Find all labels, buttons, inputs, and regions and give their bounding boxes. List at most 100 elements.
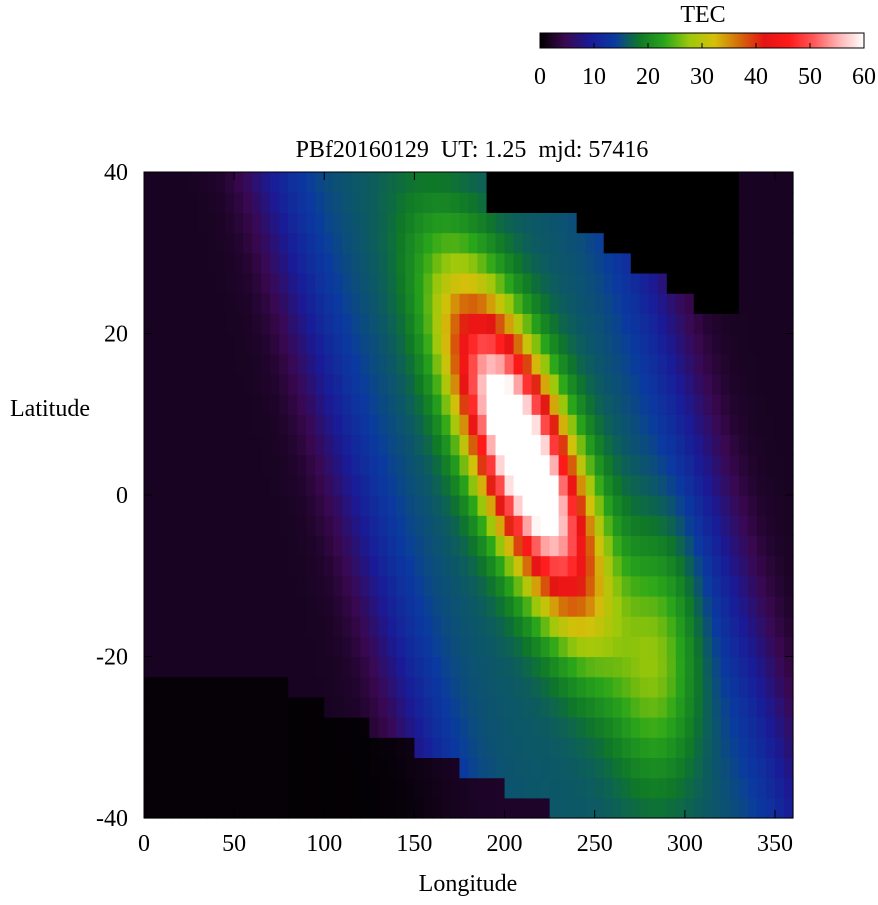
heatmap-cell bbox=[639, 515, 650, 536]
heatmap-cell bbox=[675, 353, 686, 375]
heatmap-cell bbox=[738, 717, 749, 738]
heatmap-cell bbox=[540, 333, 551, 355]
heatmap-cell bbox=[387, 373, 397, 395]
heatmap-cell bbox=[459, 293, 470, 314]
heatmap-cell bbox=[450, 495, 461, 516]
heatmap-cell bbox=[432, 555, 443, 577]
heatmap-cell bbox=[234, 252, 244, 274]
heatmap-cell bbox=[639, 737, 650, 759]
heatmap-cell bbox=[378, 353, 388, 375]
heatmap-cell bbox=[369, 555, 379, 577]
heatmap-cell bbox=[657, 394, 668, 415]
heatmap-cell bbox=[243, 394, 253, 415]
heatmap-cell bbox=[612, 394, 623, 415]
heatmap-cell bbox=[144, 414, 154, 436]
heatmap-cell bbox=[567, 414, 578, 436]
heatmap-cell bbox=[693, 797, 704, 819]
heatmap-cell bbox=[171, 353, 181, 375]
heatmap-cell bbox=[783, 616, 794, 637]
heatmap-cell bbox=[495, 535, 506, 557]
heatmap-cell bbox=[675, 575, 686, 597]
heatmap-cell bbox=[270, 797, 280, 819]
heatmap-cell bbox=[756, 454, 767, 476]
heatmap-cell bbox=[477, 272, 488, 294]
heatmap-cell bbox=[495, 192, 506, 213]
heatmap-cell bbox=[585, 676, 596, 698]
heatmap-cell bbox=[657, 515, 668, 536]
heatmap-cell bbox=[378, 232, 388, 254]
heatmap-cell bbox=[324, 192, 334, 213]
heatmap-cell bbox=[540, 777, 551, 799]
heatmap-cell bbox=[522, 656, 533, 678]
heatmap-cell bbox=[693, 394, 704, 415]
heatmap-cell bbox=[666, 797, 677, 819]
heatmap-cell bbox=[585, 535, 596, 557]
heatmap-cell bbox=[729, 595, 740, 617]
heatmap-cell bbox=[234, 212, 244, 234]
heatmap-cell bbox=[594, 313, 605, 335]
heatmap-cell bbox=[468, 414, 479, 436]
heatmap-cell bbox=[504, 636, 515, 658]
heatmap-cell bbox=[306, 252, 316, 274]
heatmap-cell bbox=[540, 414, 551, 436]
heatmap-cell bbox=[450, 737, 461, 759]
heatmap-cell bbox=[765, 172, 776, 193]
heatmap-cell bbox=[603, 797, 614, 819]
heatmap-cell bbox=[414, 474, 425, 496]
heatmap-cell bbox=[153, 373, 163, 395]
heatmap-cell bbox=[729, 313, 740, 335]
heatmap-cell bbox=[342, 172, 352, 193]
heatmap-cell bbox=[756, 656, 767, 678]
heatmap-cell bbox=[747, 495, 758, 516]
heatmap-cell bbox=[396, 313, 406, 335]
heatmap-cell bbox=[648, 757, 659, 779]
heatmap-cell bbox=[693, 172, 704, 193]
heatmap-cell bbox=[639, 777, 650, 799]
heatmap-cell bbox=[306, 737, 316, 759]
heatmap-cell bbox=[693, 434, 704, 456]
heatmap-cell bbox=[450, 474, 461, 496]
heatmap-cell bbox=[585, 474, 596, 496]
heatmap-cell bbox=[144, 737, 154, 759]
heatmap-cell bbox=[144, 434, 154, 456]
heatmap-cell bbox=[198, 555, 208, 577]
heatmap-cell bbox=[657, 757, 668, 779]
heatmap-cell bbox=[459, 272, 470, 294]
heatmap-cell bbox=[189, 797, 199, 819]
heatmap-cell bbox=[198, 172, 208, 193]
heatmap-cell bbox=[603, 232, 614, 254]
heatmap-cell bbox=[261, 353, 271, 375]
heatmap-cell bbox=[207, 353, 217, 375]
heatmap-cell bbox=[306, 636, 316, 658]
heatmap-cell bbox=[180, 555, 190, 577]
heatmap-cell bbox=[513, 333, 524, 355]
heatmap-cell bbox=[738, 373, 749, 395]
heatmap-cell bbox=[468, 353, 479, 375]
heatmap-cell bbox=[675, 394, 686, 415]
heatmap-cell bbox=[765, 717, 776, 738]
heatmap-cell bbox=[756, 192, 767, 213]
heatmap-cell bbox=[666, 757, 677, 779]
heatmap-cell bbox=[648, 454, 659, 476]
heatmap-cell bbox=[324, 293, 334, 314]
heatmap-cell bbox=[477, 636, 488, 658]
heatmap-cell bbox=[540, 252, 551, 274]
heatmap-cell bbox=[630, 535, 641, 557]
heatmap-cell bbox=[639, 676, 650, 698]
heatmap-cell bbox=[639, 575, 650, 597]
heatmap-cell bbox=[162, 252, 172, 274]
heatmap-cell bbox=[612, 696, 623, 718]
x-tick-label: 100 bbox=[306, 831, 342, 857]
heatmap-cell bbox=[216, 414, 226, 436]
heatmap-cell bbox=[504, 737, 515, 759]
heatmap-cell bbox=[585, 272, 596, 294]
heatmap-cell bbox=[576, 676, 587, 698]
heatmap-cell bbox=[261, 757, 271, 779]
heatmap-cell bbox=[234, 575, 244, 597]
heatmap-cell bbox=[738, 353, 749, 375]
heatmap-cell bbox=[747, 373, 758, 395]
heatmap-cell bbox=[153, 172, 163, 193]
heatmap-cell bbox=[711, 777, 722, 799]
heatmap-cell bbox=[207, 656, 217, 678]
heatmap-cell bbox=[603, 535, 614, 557]
